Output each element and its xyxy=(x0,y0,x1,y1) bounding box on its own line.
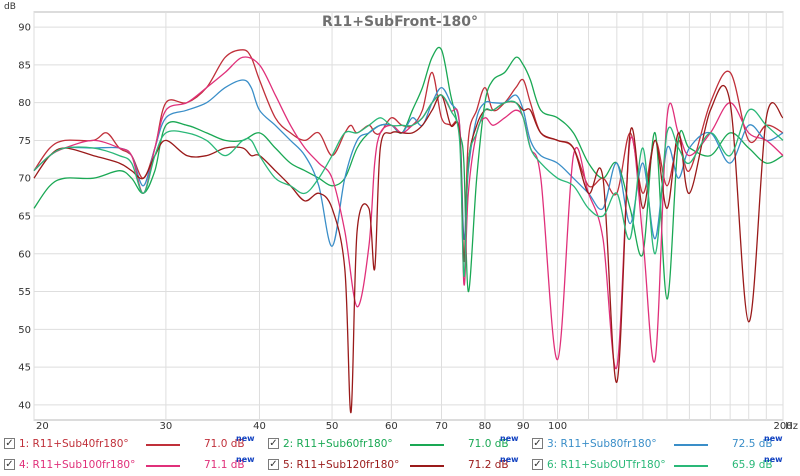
x-tick-label: 70 xyxy=(435,421,448,432)
legend-item: ✓ 4: R11+Sub100fr180° 71.1 dB new xyxy=(0,455,264,476)
legend-value: 71.2 dB xyxy=(468,459,509,471)
legend-label: 4: R11+Sub100fr180° xyxy=(19,459,136,471)
legend-label: 2: R11+Sub60fr180° xyxy=(283,438,393,450)
series-visibility-checkbox[interactable]: ✓ xyxy=(268,459,279,470)
legend-item: ✓ 5: R11+Sub120fr180° 71.2 dB new xyxy=(264,455,528,476)
series-line-2 xyxy=(33,46,784,300)
series-line-3 xyxy=(33,79,784,247)
legend-swatch xyxy=(410,444,444,446)
series-visibility-checkbox[interactable]: ✓ xyxy=(4,438,15,449)
legend-value: 71.0 dB xyxy=(204,438,245,450)
chart-title: R11+SubFront-180° xyxy=(322,14,478,30)
legend-swatch xyxy=(146,444,180,446)
x-tick-label: 50 xyxy=(326,421,339,432)
legend-item: ✓ 1: R11+Sub40fr180° 71.0 dB new xyxy=(0,434,264,455)
legend-new-badge: new xyxy=(236,434,255,443)
grid xyxy=(33,11,784,421)
legend-label: 6: R11+SubOUTfr180° xyxy=(547,459,666,471)
legend-swatch xyxy=(674,465,708,467)
legend-value: 71.1 dB xyxy=(204,459,245,471)
series-visibility-checkbox[interactable]: ✓ xyxy=(268,438,279,449)
y-tick-label: 70 xyxy=(18,174,31,185)
y-axis-unit: dB xyxy=(4,2,16,12)
legend-swatch xyxy=(674,444,708,446)
legend-row: ✓ 1: R11+Sub40fr180° 71.0 dB new ✓ 2: R11+Sub… xyxy=(0,434,800,455)
x-tick-label: 200 xyxy=(773,421,792,432)
series-visibility-checkbox[interactable]: ✓ xyxy=(4,459,15,470)
legend-new-badge: new xyxy=(764,434,783,443)
legend-value: 72.5 dB xyxy=(732,438,773,450)
legend-item: ✓ 6: R11+SubOUTfr180° 65.9 dB new xyxy=(528,455,792,476)
legend-row: ✓ 4: R11+Sub100fr180° 71.1 dB new ✓ 5: R11+Su… xyxy=(0,455,800,476)
legend-swatch xyxy=(146,465,180,467)
x-axis-unit: Hz xyxy=(785,421,798,432)
legend-value: 71.0 dB xyxy=(468,438,509,450)
legend-new-badge: new xyxy=(500,434,519,443)
series-line-6 xyxy=(33,94,784,278)
legend-new-badge: new xyxy=(764,455,783,464)
y-tick-label: 85 xyxy=(18,60,31,71)
y-tick-label: 65 xyxy=(18,212,31,223)
y-tick-label: 90 xyxy=(18,23,31,34)
x-tick-label: 90 xyxy=(517,421,530,432)
legend-swatch xyxy=(410,465,444,467)
legend-value: 65.9 dB xyxy=(732,459,773,471)
y-tick-label: 40 xyxy=(18,400,31,411)
x-tick-label: 80 xyxy=(479,421,492,432)
frequency-response-chart: 40 45 50 55 60 65 70 75 80 85 90 20 30 40 50 60 70 80 90 1… xyxy=(4,2,798,432)
x-tick-label: 100 xyxy=(548,421,567,432)
y-tick-label: 55 xyxy=(18,287,31,298)
y-tick-label: 45 xyxy=(18,363,31,374)
y-tick-label: 80 xyxy=(18,98,31,109)
legend-label: 5: R11+Sub120fr180° xyxy=(283,459,400,471)
y-tick-label: 50 xyxy=(18,325,31,336)
legend: ✓ 1: R11+Sub40fr180° 71.0 dB new ✓ 2: R11+Sub… xyxy=(0,432,800,476)
series-line-4 xyxy=(33,56,784,370)
series-visibility-checkbox[interactable]: ✓ xyxy=(532,438,543,449)
legend-new-badge: new xyxy=(236,455,255,464)
x-axis: 20 30 40 50 60 70 80 90 100 200 xyxy=(36,421,793,432)
y-axis: 40 45 50 55 60 65 70 75 80 85 90 xyxy=(18,23,31,412)
legend-item: ✓ 3: R11+Sub80fr180° 72.5 dB new xyxy=(528,434,792,455)
y-tick-label: 75 xyxy=(18,136,31,147)
series-lines xyxy=(33,46,784,414)
series-visibility-checkbox[interactable]: ✓ xyxy=(532,459,543,470)
x-tick-label: 20 xyxy=(36,421,49,432)
y-tick-label: 60 xyxy=(18,249,31,260)
legend-new-badge: new xyxy=(500,455,519,464)
x-tick-label: 30 xyxy=(160,421,173,432)
legend-label: 3: R11+Sub80fr180° xyxy=(547,438,657,450)
x-tick-label: 60 xyxy=(385,421,398,432)
legend-item: ✓ 2: R11+Sub60fr180° 71.0 dB new xyxy=(264,434,528,455)
x-tick-label: 40 xyxy=(253,421,266,432)
legend-label: 1: R11+Sub40fr180° xyxy=(19,438,129,450)
